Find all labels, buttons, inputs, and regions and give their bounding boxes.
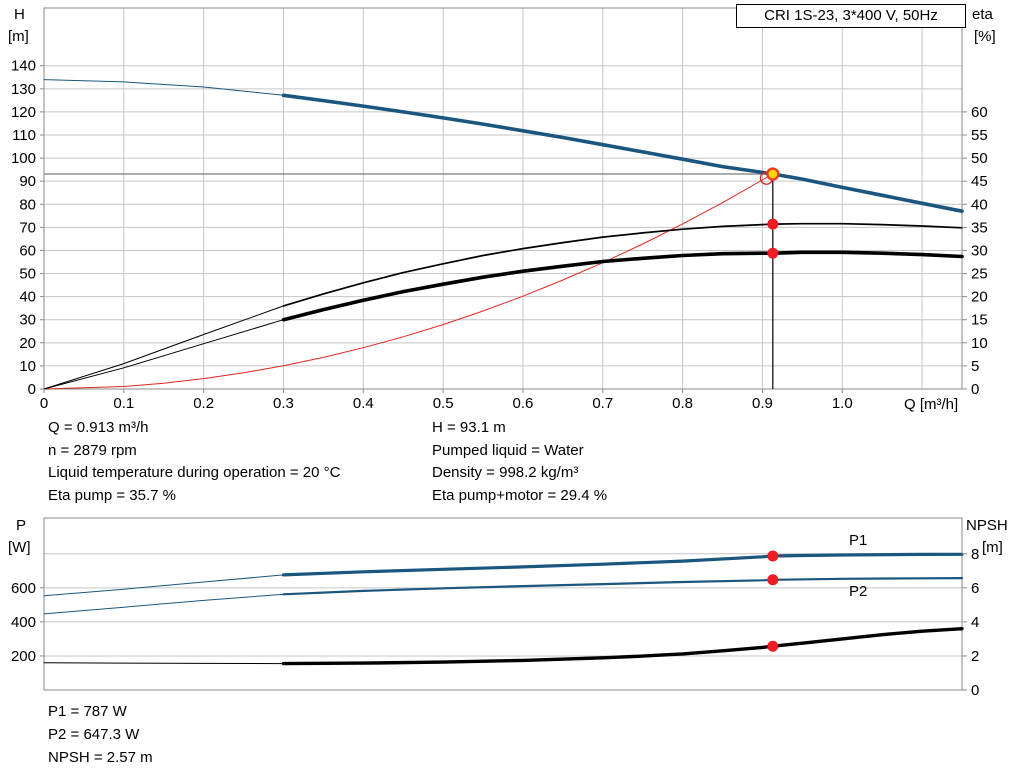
h-axis-unit: [m] <box>8 28 29 45</box>
right-axis-tick-label: 55 <box>971 127 988 144</box>
left-axis-tick-label: 40 <box>19 289 36 306</box>
head-curve-thick <box>281 93 964 213</box>
left-axis-tick-label: 100 <box>11 150 36 167</box>
left-axis-tick-label: 60 <box>19 242 36 259</box>
left-axis-tick-label: 110 <box>12 127 36 144</box>
q-axis-label: Q [m³/h] <box>904 396 959 413</box>
p-axis-label: P <box>16 517 27 534</box>
system-curve-thin <box>43 173 774 390</box>
right-axis-tick-label: 2 <box>971 648 979 665</box>
power-annotations: P1 = 787 W P2 = 647.3 W NPSH = 2.57 m <box>48 700 153 769</box>
duty-point-marker <box>766 167 780 181</box>
right-axis-tick-label: 30 <box>971 242 988 259</box>
annotation-head: H = 93.1 m <box>432 419 506 436</box>
right-axis-tick-label: 35 <box>971 219 988 236</box>
annotation-eta-pump: Eta pump = 35.7 % <box>48 486 176 504</box>
eta-pump-curve-thick <box>282 222 963 307</box>
head-curve-thin <box>43 79 284 96</box>
annotation-q: Q = 0.913 m³/h <box>48 419 149 436</box>
x-axis-tick-label: 0.3 <box>273 395 294 412</box>
left-axis-tick-label: 20 <box>19 335 36 352</box>
x-axis-tick-label: 0.8 <box>672 395 693 412</box>
x-axis-tick-label: 1.0 <box>832 395 853 412</box>
right-axis-tick-label: 25 <box>971 266 988 283</box>
eta-pump-curve-thin <box>43 305 284 390</box>
eta-pump-motor-curve-thick <box>281 250 964 322</box>
left-axis-tick-label: 400 <box>11 614 36 631</box>
eta-pump-motor-curve-thin <box>43 319 284 390</box>
eta-axis-label: eta <box>972 6 993 23</box>
x-axis-tick-label: 0.1 <box>113 395 134 412</box>
curve-label-p1: P1 <box>849 532 867 549</box>
operating-point-dot <box>767 218 779 230</box>
duty-annotations-left: Q = 0.913 m³/h n = 2879 rpm Liquid tempe… <box>48 417 340 507</box>
npsh-axis-label: NPSH <box>966 517 1008 534</box>
right-axis-tick-label: 0 <box>971 381 979 398</box>
p2-curve-thin <box>43 593 284 615</box>
right-axis-tick-label: 5 <box>971 358 979 375</box>
power-npsh-chart-frame <box>43 517 963 691</box>
annotation-pumped-liquid: Pumped liquid = Water <box>432 441 584 459</box>
left-axis-tick-label: 30 <box>19 312 36 329</box>
duty-annotations-right: H = 93.1 m Pumped liquid = Water Density… <box>432 417 607 507</box>
x-axis-tick-label: 0 <box>40 395 48 412</box>
p1-curve-thin <box>43 574 284 597</box>
right-axis-tick-label: 50 <box>971 150 988 167</box>
annotation-p1: P1 = 787 W <box>48 703 127 720</box>
right-axis-tick-label: 40 <box>971 196 988 213</box>
left-axis-tick-label: 50 <box>19 266 36 283</box>
left-axis-tick-label: 130 <box>11 81 36 98</box>
annotation-liquid-temp: Liquid temperature during operation = 20… <box>48 464 341 481</box>
eta-axis-unit: [%] <box>974 28 996 45</box>
operating-point-dot <box>767 247 779 259</box>
right-axis-tick-label: 10 <box>971 335 988 352</box>
h-axis-label: H <box>14 6 25 23</box>
right-axis-tick-label: 8 <box>971 546 979 563</box>
annotation-p2: P2 = 647.3 W <box>48 726 140 743</box>
left-axis-tick-label: 10 <box>19 358 36 375</box>
right-axis-tick-label: 60 <box>971 104 988 121</box>
p1-curve-thick <box>281 552 964 577</box>
x-axis-tick-label: 0.9 <box>752 395 773 412</box>
x-axis-tick-label: 0.7 <box>592 395 613 412</box>
curve-label-p2: P2 <box>849 583 867 600</box>
right-axis-tick-label: 45 <box>971 173 988 190</box>
p-axis-unit: [W] <box>8 539 31 556</box>
left-axis-tick-label: 0 <box>28 381 36 398</box>
left-axis-tick-label: 80 <box>19 196 36 213</box>
left-axis-tick-label: 200 <box>11 648 36 665</box>
x-axis-tick-label: 0.6 <box>513 395 534 412</box>
right-axis-tick-label: 20 <box>971 289 988 306</box>
right-axis-tick-label: 0 <box>971 682 979 699</box>
right-axis-tick-label: 6 <box>971 580 979 597</box>
annotation-npsh: NPSH = 2.57 m <box>48 749 153 766</box>
x-axis-tick-label: 0.5 <box>433 395 454 412</box>
right-axis-tick-label: 15 <box>971 312 988 329</box>
left-axis-tick-label: 90 <box>19 173 36 190</box>
operating-point-dot <box>767 640 779 652</box>
npsh-curve-thick <box>281 627 964 666</box>
left-axis-tick-label: 120 <box>11 104 36 121</box>
left-axis-tick-label: 70 <box>19 219 36 236</box>
annotation-density: Density = 998.2 kg/m³ <box>432 464 579 481</box>
annotation-eta-total: Eta pump+motor = 29.4 % <box>432 486 608 504</box>
operating-point-dot <box>767 550 779 562</box>
annotation-speed: n = 2879 rpm <box>48 441 137 459</box>
left-axis-tick-label: 600 <box>11 580 36 597</box>
x-axis-tick-label: 0.4 <box>353 395 374 412</box>
x-axis-tick-label: 0.2 <box>193 395 214 412</box>
npsh-axis-unit: [m] <box>982 539 1003 556</box>
right-axis-tick-label: 4 <box>971 614 979 631</box>
npsh-curve-thin <box>43 662 284 665</box>
left-axis-tick-label: 140 <box>11 58 36 75</box>
qh-eta-chart-frame <box>43 7 963 390</box>
p2-curve-thick <box>282 577 964 596</box>
pump-title-box: CRI 1S-23, 3*400 V, 50Hz <box>736 4 966 28</box>
operating-point-dot <box>767 574 779 586</box>
